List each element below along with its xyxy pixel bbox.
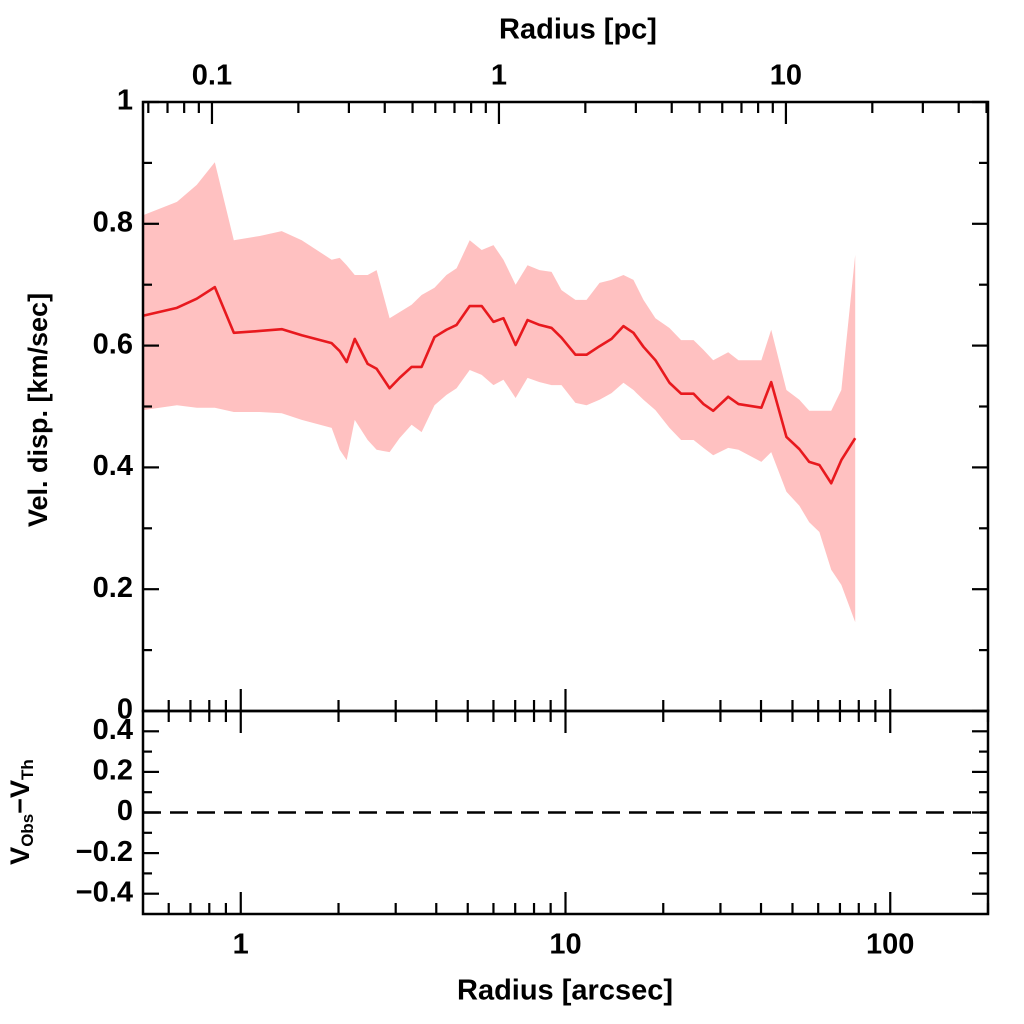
y-tick-label: −0.4	[76, 876, 133, 908]
label-subscript: Obs	[18, 814, 37, 847]
y-tick-label: 0.6	[93, 328, 133, 360]
error-band	[143, 162, 856, 623]
y-tick-label: 0	[117, 694, 133, 726]
label-part: V	[5, 847, 35, 865]
y-tick-label: 0.2	[93, 572, 133, 604]
y-tick-label: 1	[117, 85, 133, 117]
x-tick-label: 10	[549, 929, 581, 961]
x-axis-title: Radius [arcsec]	[457, 975, 673, 1007]
x-tick-label: 100	[866, 929, 914, 961]
residual-y-axis-title: VObs−VTh	[5, 759, 37, 865]
top-tick-label: 10	[770, 60, 802, 92]
top-axis-title: Radius [pc]	[499, 14, 657, 46]
data-line	[142, 285, 857, 485]
y-tick-label: −0.2	[76, 836, 133, 868]
y-tick-label: 0	[117, 795, 133, 827]
panel-frame	[141, 709, 990, 916]
top-tick-label: 1	[491, 60, 507, 92]
top-tick-label: 0.1	[192, 60, 232, 92]
label-subscript: Th	[18, 759, 37, 780]
y-tick-label: 0.2	[93, 755, 133, 787]
y-axis-title: Vel. disp. [km/sec]	[23, 293, 53, 527]
y-tick-label: 0.4	[93, 714, 133, 746]
y-tick-label: 0.4	[93, 450, 133, 482]
label-part: −V	[5, 780, 35, 814]
y-tick-label: 0.8	[93, 206, 133, 238]
x-tick-label: 1	[233, 929, 249, 961]
